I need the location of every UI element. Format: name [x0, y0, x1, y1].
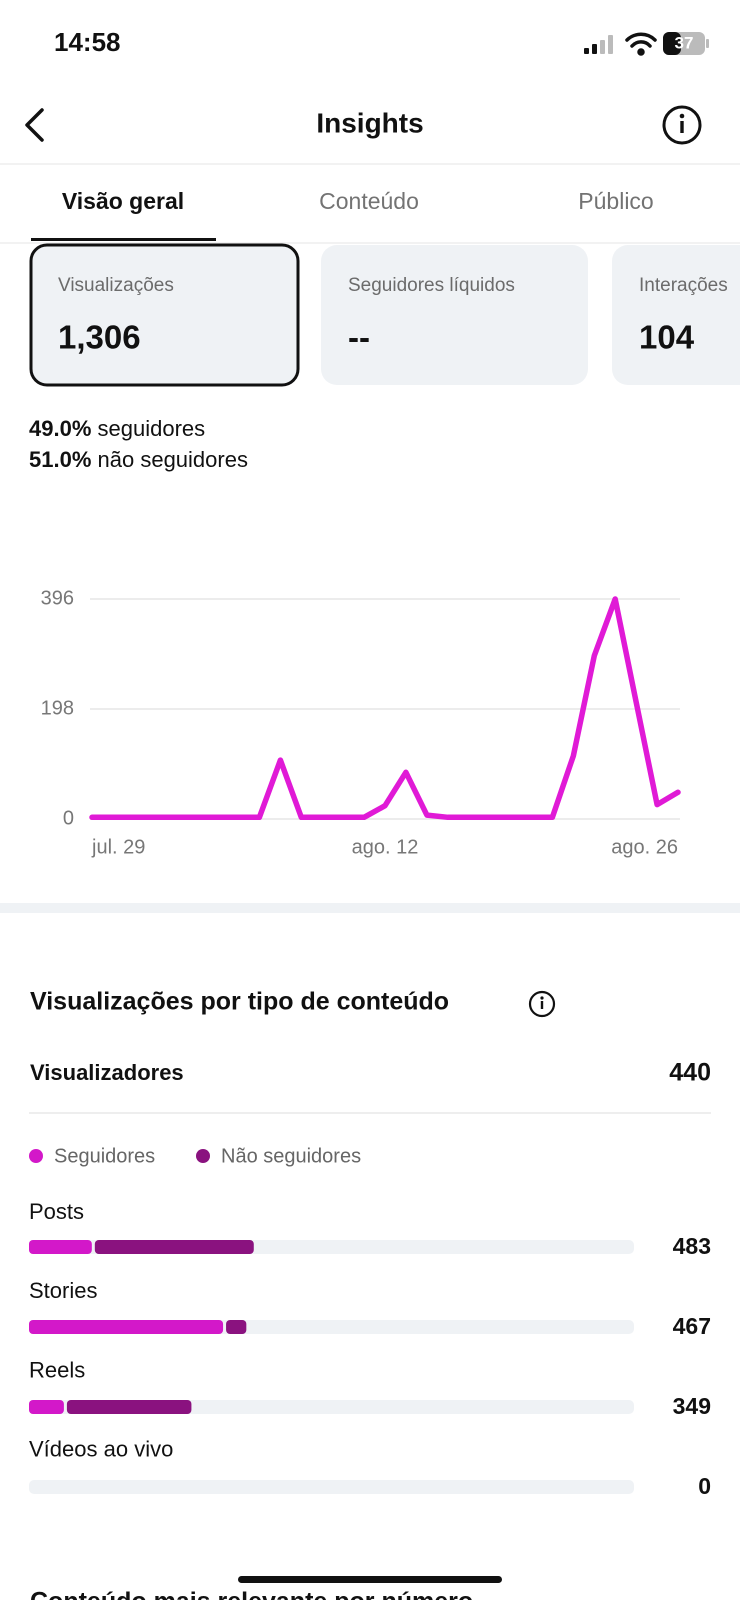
legend-dot: [29, 1149, 43, 1163]
battery-level: 37: [675, 33, 694, 52]
signal-icon: [584, 35, 613, 54]
viewers-label: Visualizadores: [30, 1060, 184, 1085]
status-time: 14:58: [54, 27, 121, 57]
y-tick-label: 198: [41, 697, 74, 719]
bar-total: 349: [673, 1393, 711, 1419]
y-tick-label: 396: [41, 587, 74, 609]
audience-percent: 51.0%: [29, 447, 91, 472]
line-series: [89, 596, 681, 821]
x-tick-label: ago. 12: [352, 836, 419, 858]
info-button[interactable]: [662, 105, 702, 145]
category-label: Stories: [29, 1278, 97, 1303]
y-tick-label: 0: [63, 807, 74, 829]
card-background: [612, 245, 740, 385]
legend-dot: [196, 1149, 210, 1163]
audience-line: 51.0% não seguidores: [29, 447, 248, 472]
section-info-button[interactable]: [528, 990, 556, 1018]
bar-segment: [29, 1400, 64, 1414]
section-separator: [0, 903, 740, 913]
card-background: [29, 243, 300, 387]
card-value: 104: [639, 319, 695, 356]
category-label: Vídeos ao vivo: [29, 1437, 173, 1462]
bar-segment: [94, 1240, 254, 1254]
audience-label: não seguidores: [98, 447, 248, 472]
section-title: Visualizações por tipo de conteúdo: [30, 988, 449, 1016]
back-button[interactable]: [25, 108, 44, 142]
metric-card[interactable]: Interações 104: [612, 245, 740, 385]
category-label: Posts: [29, 1199, 84, 1224]
card-value: --: [348, 319, 370, 356]
tab[interactable]: Visão geral: [62, 188, 184, 214]
card-value: 1,306: [58, 319, 141, 356]
active-tab-indicator: [31, 238, 216, 241]
bar-segment: [66, 1400, 192, 1414]
card-background: [321, 245, 588, 385]
tab[interactable]: Público: [578, 188, 653, 214]
next-section-title: Conteúdo mais relevante por número: [30, 1588, 473, 1600]
tab[interactable]: Conteúdo: [319, 188, 419, 214]
metric-card[interactable]: Seguidores líquidos --: [321, 245, 588, 385]
page-title: Insights: [316, 107, 423, 138]
x-tick-label: ago. 26: [611, 836, 678, 858]
bar-segment: [29, 1320, 224, 1334]
category-label: Reels: [29, 1357, 85, 1382]
wifi-icon: [625, 32, 657, 56]
card-label: Seguidores líquidos: [348, 275, 515, 296]
bar-segment: [226, 1320, 247, 1334]
metric-card[interactable]: Visualizações 1,306: [29, 243, 300, 387]
card-label: Visualizações: [58, 275, 174, 296]
home-indicator: [238, 1576, 502, 1583]
audience-label: seguidores: [98, 416, 206, 441]
viewers-value: 440: [669, 1059, 711, 1087]
x-tick-label: jul. 29: [91, 836, 145, 858]
audience-percent: 49.0%: [29, 416, 91, 441]
bar-segment: [29, 1240, 92, 1254]
legend-label: Não seguidores: [221, 1145, 361, 1167]
battery-icon: 37: [663, 32, 709, 55]
card-label: Interações: [639, 275, 728, 296]
bar-track: [29, 1480, 634, 1494]
bar-total: 467: [673, 1313, 711, 1339]
bar-total: 483: [673, 1233, 711, 1259]
legend-label: Seguidores: [54, 1145, 155, 1167]
audience-line: 49.0% seguidores: [29, 416, 205, 441]
bar-total: 0: [698, 1473, 711, 1499]
